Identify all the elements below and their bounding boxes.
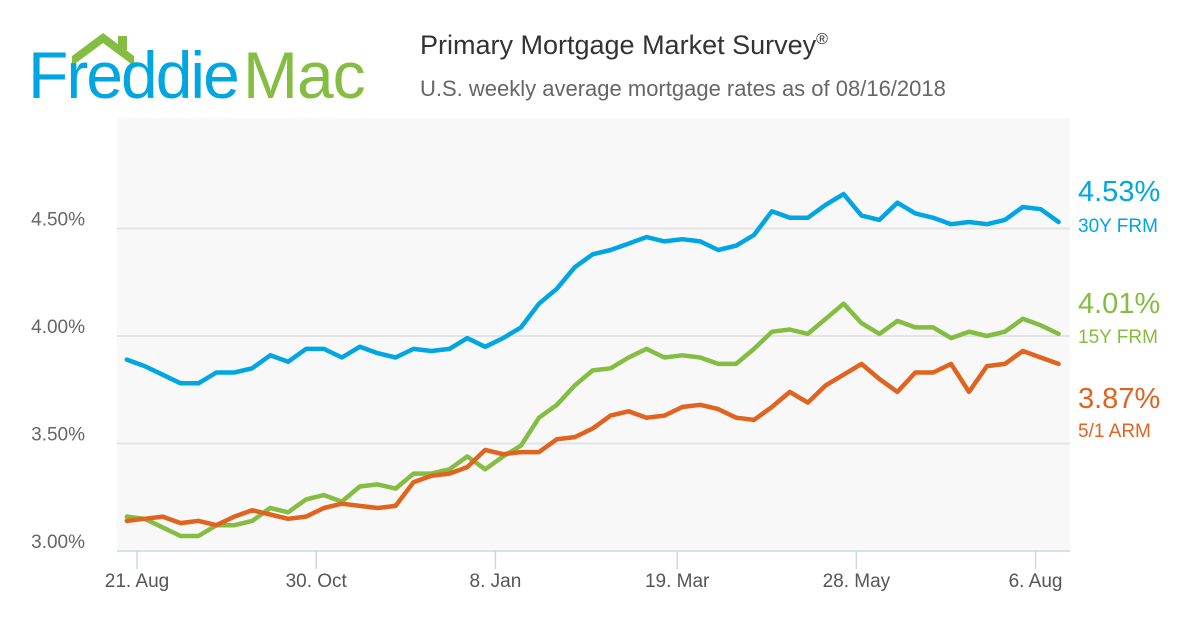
- x-tick-label: 8. Jan: [470, 571, 522, 592]
- x-tick-label: 19. Mar: [645, 571, 710, 592]
- series-name-label: 5/1 ARM: [1078, 421, 1151, 442]
- svg-text:Mac: Mac: [243, 38, 365, 108]
- svg-text:Freddie: Freddie: [28, 38, 238, 108]
- series-line-5-1-arm: [124, 348, 1061, 528]
- series-line-30y-frm: [124, 191, 1061, 386]
- series-name-label: 30Y FRM: [1078, 216, 1158, 237]
- y-tick-label: 3.50%: [31, 425, 85, 446]
- latest-rate-label: 4.01%: [1078, 288, 1160, 320]
- chart-title: Primary Mortgage Market Survey®: [420, 30, 828, 60]
- freddie-mac-logo: Freddie Mac: [28, 33, 366, 108]
- x-tick-label: 6. Aug: [1009, 571, 1063, 592]
- x-tick-label: 28. May: [823, 571, 891, 592]
- chart-subtitle: U.S. weekly average mortgage rates as of…: [420, 76, 946, 101]
- y-tick-label: 4.00%: [31, 317, 85, 338]
- plot-background: [117, 118, 1070, 550]
- series-line-15y-frm: [124, 301, 1061, 539]
- series-name-label: 15Y FRM: [1078, 327, 1158, 348]
- latest-rate-label: 4.53%: [1078, 176, 1160, 208]
- latest-rate-label: 3.87%: [1078, 383, 1160, 415]
- y-tick-label: 4.50%: [31, 210, 85, 231]
- x-tick-label: 21. Aug: [105, 571, 169, 592]
- x-tick-label: 30. Oct: [286, 571, 348, 592]
- y-tick-label: 3.00%: [31, 532, 85, 553]
